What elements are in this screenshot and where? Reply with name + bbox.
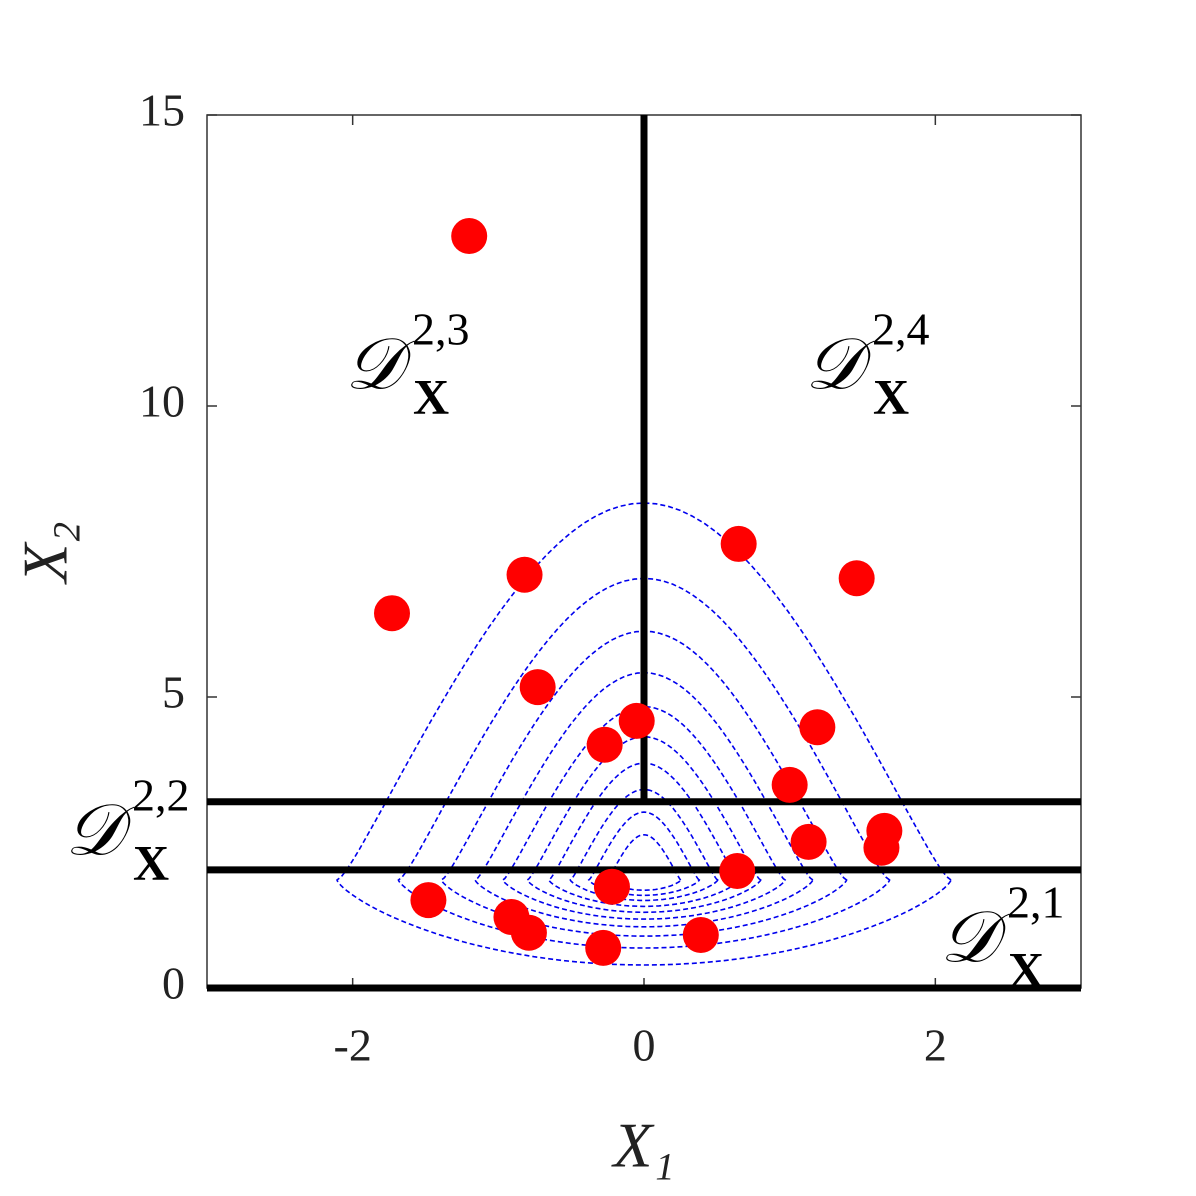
annotation-main: 𝒟	[940, 898, 1010, 978]
y-tick-label: 15	[139, 85, 185, 136]
contour	[547, 762, 741, 908]
contour	[526, 735, 762, 914]
point	[863, 829, 900, 866]
annotation-sup: 2,3	[412, 304, 470, 355]
point	[790, 823, 827, 860]
contour	[569, 788, 719, 902]
point	[719, 853, 756, 890]
contour	[474, 671, 814, 928]
point	[838, 560, 875, 597]
contour	[587, 811, 701, 897]
annotation-sup: 2,4	[872, 304, 930, 355]
point	[771, 766, 808, 803]
point	[799, 709, 836, 746]
y-tick-label: 5	[162, 667, 185, 718]
point	[586, 726, 623, 763]
point	[410, 882, 447, 919]
point	[585, 929, 622, 966]
x-axis-label: X₁	[610, 1110, 674, 1181]
point	[510, 914, 547, 951]
point	[618, 702, 655, 739]
point	[373, 595, 410, 632]
contour	[440, 630, 848, 937]
y-tick-label: 10	[139, 376, 185, 427]
annotation-sup: 2,2	[132, 770, 190, 821]
annotation-sub: X	[133, 834, 169, 890]
x-tick-label: 2	[924, 1020, 947, 1071]
annotation-sup: 2,1	[1007, 877, 1065, 928]
x-tick-label: 0	[633, 1020, 656, 1071]
point	[720, 525, 757, 562]
x-tick-label: -2	[334, 1020, 372, 1071]
point	[506, 556, 543, 593]
annotation-sub: X	[413, 368, 449, 424]
annotation-main: 𝒟	[345, 325, 415, 405]
annotation-main: 𝒟	[65, 791, 135, 871]
y-tick-label: 0	[162, 958, 185, 1009]
point	[451, 218, 488, 255]
annotation-sub: X	[1008, 941, 1044, 997]
point	[682, 917, 719, 954]
annotation-main: 𝒟	[805, 325, 875, 405]
y-axis-label: X₂	[10, 521, 81, 585]
contour	[336, 502, 952, 966]
annotation-sub: X	[873, 368, 909, 424]
contour	[501, 705, 787, 920]
contour	[397, 577, 891, 949]
point	[519, 669, 556, 706]
point	[593, 868, 630, 905]
